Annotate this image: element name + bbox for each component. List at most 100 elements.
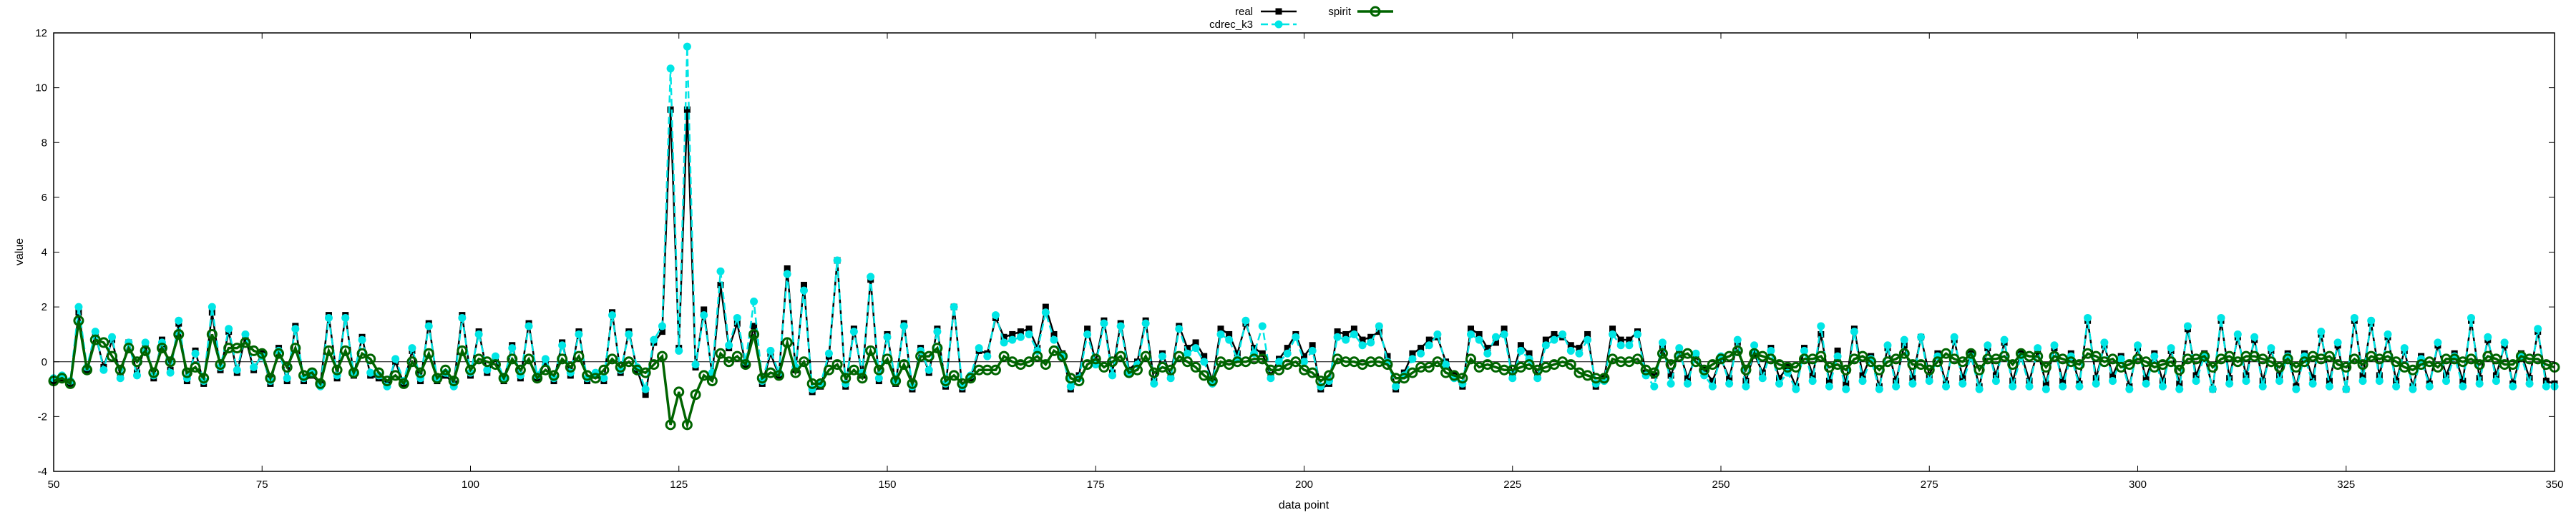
data-point-spirit	[1649, 367, 1660, 378]
data-point-real	[1659, 345, 1666, 352]
data-point-real	[658, 328, 665, 335]
data-point-cdrec_k3	[800, 286, 808, 295]
data-point-cdrec_k3	[1667, 379, 1675, 388]
data-point-cdrec_k3	[2400, 344, 2409, 353]
data-point-spirit	[381, 376, 393, 387]
data-point-spirit	[1257, 353, 1268, 365]
data-point-spirit	[2474, 359, 2485, 371]
data-point-real	[1468, 325, 1474, 333]
data-point-real	[1334, 328, 1341, 335]
data-point-real	[1359, 336, 1366, 343]
data-point-cdrec_k3	[366, 368, 375, 377]
data-point-cdrec_k3	[2542, 382, 2550, 391]
data-point-real	[1084, 325, 1091, 333]
data-point-spirit	[957, 378, 968, 389]
data-point-spirit	[1165, 364, 1176, 376]
y-tick-label: 8	[42, 137, 47, 149]
data-point-cdrec_k3	[2384, 330, 2392, 338]
data-point-cdrec_k3	[691, 360, 700, 369]
data-point-real	[2443, 372, 2450, 379]
data-point-spirit	[2074, 359, 2085, 371]
data-point-cdrec_k3	[166, 368, 175, 377]
data-point-cdrec_k3	[1333, 333, 1342, 341]
data-point-cdrec_k3	[1842, 385, 1850, 393]
data-point-cdrec_k3	[541, 355, 550, 363]
data-point-real	[2492, 372, 2499, 379]
data-point-cdrec_k3	[2167, 344, 2175, 353]
data-point-cdrec_k3	[283, 374, 291, 383]
data-point-cdrec_k3	[191, 349, 200, 358]
data-point-cdrec_k3	[783, 270, 791, 278]
data-point-spirit	[123, 343, 135, 354]
data-point-cdrec_k3	[991, 311, 1000, 320]
data-point-cdrec_k3	[1116, 322, 1125, 330]
y-tick-label: 0	[42, 356, 47, 368]
data-point-cdrec_k3	[91, 328, 99, 336]
data-point-cdrec_k3	[1825, 382, 1833, 391]
data-point-spirit	[423, 348, 434, 359]
data-point-cdrec_k3	[2158, 382, 2167, 391]
data-point-cdrec_k3	[675, 346, 683, 355]
data-point-cdrec_k3	[1241, 316, 1250, 325]
x-axis-title: data point	[1279, 499, 1330, 511]
data-point-spirit	[1999, 350, 2010, 362]
data-point-cdrec_k3	[983, 352, 992, 360]
data-point-cdrec_k3	[1267, 374, 1275, 383]
data-point-real	[1818, 330, 1825, 338]
data-point-spirit	[331, 364, 343, 376]
data-point-spirit	[1032, 350, 1043, 362]
data-point-spirit	[1181, 356, 1193, 368]
data-point-cdrec_k3	[2100, 338, 2109, 347]
data-point-spirit	[1307, 367, 1318, 378]
data-point-cdrec_k3	[950, 303, 958, 311]
data-point-spirit	[565, 361, 576, 373]
data-point-cdrec_k3	[1375, 322, 1383, 330]
data-point-real	[1576, 345, 1583, 352]
data-point-cdrec_k3	[1541, 341, 1550, 350]
x-tick-label: 325	[2337, 479, 2355, 491]
data-point-spirit	[1974, 364, 1985, 376]
data-point-cdrec_k3	[2142, 379, 2150, 388]
data-point-spirit	[898, 359, 909, 371]
data-point-spirit	[1657, 348, 1668, 359]
data-point-spirit	[1073, 376, 1085, 387]
data-point-cdrec_k3	[1850, 328, 1858, 336]
data-point-cdrec_k3	[1750, 341, 1759, 350]
data-point-cdrec_k3	[474, 330, 483, 338]
data-point-real	[1009, 330, 1016, 338]
data-point-spirit	[615, 361, 626, 373]
data-point-cdrec_k3	[1792, 385, 1800, 393]
data-point-real	[1501, 325, 1508, 333]
data-point-real	[1350, 325, 1357, 333]
data-point-spirit	[2140, 356, 2152, 368]
data-point-spirit	[548, 370, 560, 381]
data-point-spirit	[390, 370, 401, 381]
data-point-spirit	[1382, 359, 1393, 371]
data-point-cdrec_k3	[1183, 349, 1191, 358]
data-point-cdrec_k3	[2217, 313, 2225, 322]
data-point-cdrec_k3	[341, 313, 350, 322]
data-point-cdrec_k3	[1708, 382, 1717, 391]
data-point-real	[1726, 375, 1733, 382]
data-point-spirit	[98, 337, 109, 348]
data-point-real	[1651, 372, 1658, 379]
data-point-cdrec_k3	[250, 363, 258, 371]
data-point-spirit	[107, 350, 118, 362]
data-point-spirit	[1740, 364, 1752, 376]
data-point-cdrec_k3	[2459, 382, 2467, 391]
data-point-real	[1217, 325, 1224, 333]
data-point-spirit	[1398, 373, 1410, 384]
data-point-spirit	[2107, 353, 2119, 365]
data-point-real	[733, 320, 741, 327]
data-point-spirit	[365, 353, 376, 365]
data-point-cdrec_k3	[608, 311, 617, 320]
data-point-spirit	[523, 353, 535, 365]
data-point-real	[2176, 380, 2183, 387]
data-point-real	[1926, 372, 1933, 379]
data-point-real	[1000, 333, 1008, 340]
data-point-cdrec_k3	[1467, 330, 1475, 338]
data-point-cdrec_k3	[1108, 371, 1117, 380]
data-point-cdrec_k3	[491, 352, 499, 360]
data-point-cdrec_k3	[2475, 379, 2484, 388]
data-point-real	[1425, 336, 1433, 343]
